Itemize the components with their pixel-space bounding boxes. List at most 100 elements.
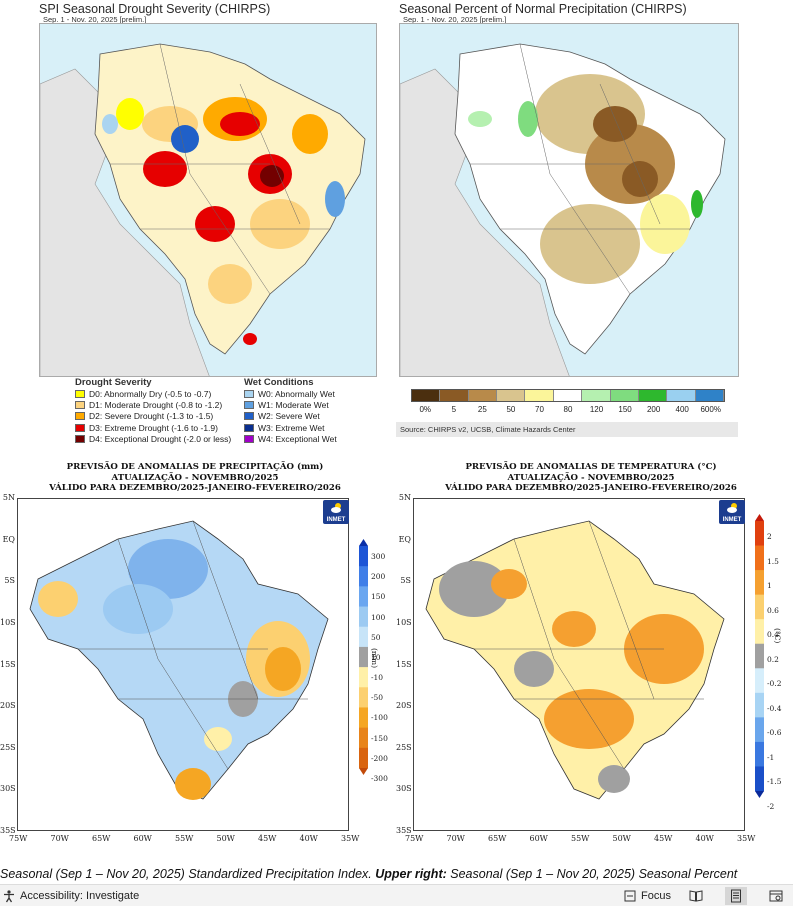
colorbar-segment (755, 766, 764, 792)
focus-label: Focus (641, 889, 671, 902)
lat-tick-label: EQ (398, 534, 411, 544)
percent-normal-panel: Seasonal Percent of Normal Precipitation… (396, 0, 793, 450)
vertical-colorbar-label: 1.5 (767, 556, 779, 566)
wet-swatch (244, 389, 254, 398)
wet-legend-list: W0: Abnormally Wet W1: Moderate Wet W2: Se… (244, 388, 337, 445)
pct-colorbar-cell (497, 390, 526, 401)
pct-colorbar-cell (412, 390, 441, 401)
colorbar-segment (755, 717, 764, 743)
drought-legend-label: D4: Exceptional Drought (-2.0 or less) (89, 434, 232, 445)
vertical-colorbar-label: 0.6 (767, 605, 779, 615)
sun-cloud-icon (727, 503, 737, 513)
colorbar-segment (359, 727, 368, 749)
precip-anomaly-map-svg (29, 520, 329, 800)
temp-unit: (°C) (773, 628, 782, 644)
web-layout-button[interactable] (769, 889, 783, 903)
read-mode-button[interactable] (689, 889, 703, 903)
lon-tick-label: 65W (488, 834, 507, 843)
vertical-colorbar-label: 10 (371, 652, 381, 662)
spi-wet-patches (102, 114, 345, 345)
pct-colorbar-label: 70 (535, 405, 544, 414)
inmet-logo: INMET (323, 500, 349, 524)
temp-colorbar (755, 514, 764, 798)
precip-unit: (mm) (370, 648, 379, 669)
pct-colorbar-label: 25 (477, 405, 487, 414)
colorbar-top-arrow (359, 539, 368, 546)
lon-tick-label: 70W (446, 834, 465, 843)
pct-source: Source: CHIRPS v2, UCSB, Climate Hazards… (396, 422, 738, 437)
vertical-colorbar-label: 100 (371, 612, 386, 622)
pct-colorbar-label: 200 (646, 405, 661, 414)
lon-tick-label: 45W (258, 834, 277, 843)
lon-tick-label: 40W (299, 834, 318, 843)
wet-legend-item: W2: Severe Wet (244, 411, 337, 422)
temp-anomaly-panel: PREVISÃO DE ANOMALIAS DE TEMPERATURA (°C… (396, 458, 793, 866)
drought-swatch (75, 401, 85, 410)
drought-legend-label: D1: Moderate Drought (-0.8 to -1.2) (89, 400, 223, 411)
vertical-colorbar-label: 50 (371, 632, 381, 642)
pct-colorbar-cell (638, 390, 668, 401)
drought-swatch (75, 423, 85, 432)
lat-tick-label: 5S (4, 576, 15, 586)
inmet-logo-text: INMET (326, 517, 346, 523)
colorbar-segment (755, 570, 764, 596)
vertical-colorbar-label: -2 (767, 802, 775, 811)
pct-colorbar-labels: 0% 5 25 50 70 80 120 150 200 400 600% (411, 405, 725, 417)
colorbar-segment (755, 692, 764, 718)
vertical-colorbar-label: -1 (767, 752, 775, 762)
temp-anomaly-title: PREVISÃO DE ANOMALIAS DE TEMPERATURA (°C… (426, 462, 756, 494)
vertical-colorbar-label: 200 (371, 572, 386, 582)
wet-legend-label: W2: Severe Wet (258, 411, 320, 422)
colorbar-segment (359, 606, 368, 628)
colorbar-bottom-arrow (359, 768, 368, 775)
pct-colorbar-label: 0% (419, 405, 432, 414)
colorbar-segment (359, 566, 368, 587)
spi-legend-wet: Wet Conditions W0: Abnormally Wet W1: Mod… (244, 377, 337, 445)
drought-legend-item: D3: Extreme Drought (-1.6 to -1.9) (75, 422, 231, 433)
wet-legend-item: W0: Abnormally Wet (244, 388, 337, 399)
pct-colorbar-label: 50 (506, 405, 516, 414)
vertical-colorbar-label: 150 (371, 592, 386, 602)
colorbar-segment (359, 626, 368, 648)
colorbar-segment (755, 545, 764, 571)
pct-title: Seasonal Percent of Normal Precipitation… (399, 2, 687, 16)
accessibility-button[interactable]: Accessibility: Investigate (2, 889, 139, 903)
precip-title-line2: ATUALIZAÇÃO - NOVEMBRO/2025 (111, 472, 279, 483)
accessibility-icon (4, 889, 14, 902)
spi-map (39, 23, 377, 377)
lon-tick-label: 35W (737, 834, 756, 843)
wet-legend-item: W1: Moderate Wet (244, 399, 337, 410)
pct-colorbar-label: 400 (675, 405, 689, 414)
colorbar-segment (359, 546, 368, 567)
pct-colorbar-cell (582, 390, 611, 401)
lon-tick-label: 50W (216, 834, 235, 843)
precip-anomaly-map-frame (17, 498, 349, 831)
vertical-colorbar-label: 2 (767, 532, 772, 541)
precip-anomaly-panel: PREVISÃO DE ANOMALIAS DE PRECIPITAÇÃO (m… (0, 458, 396, 866)
figure-caption: Seasonal (Sep 1 – Nov 20, 2025) Standard… (0, 867, 793, 881)
precip-title-line1: PREVISÃO DE ANOMALIAS DE PRECIPITAÇÃO (m… (66, 462, 324, 472)
pct-subtitle: Sep. 1 - Nov. 20, 2025 [prelim.] (403, 15, 507, 24)
inmet-logo-text: INMET (722, 517, 742, 523)
focus-button[interactable]: Focus (623, 889, 671, 903)
colorbar-segment (359, 747, 368, 769)
vertical-colorbar-label: 0.2 (767, 654, 779, 664)
pct-colorbar: 0% 5 25 50 70 80 120 150 200 400 600% (411, 389, 725, 417)
pct-colorbar-cell (440, 390, 469, 401)
caption-part2: Seasonal (Sep 1 – Nov 20, 2025) Seasonal… (446, 867, 738, 881)
temp-title-line2: ATUALIZAÇÃO - NOVEMBRO/2025 (507, 472, 675, 483)
page-icon (731, 889, 741, 902)
pct-colorbar-label: 600% (700, 405, 721, 414)
print-layout-button[interactable] (725, 886, 747, 905)
temp-anomaly-map-svg (425, 520, 725, 800)
spi-title: SPI Seasonal Drought Severity (CHIRPS) (39, 2, 271, 16)
lon-tick-label: 50W (612, 834, 631, 843)
vertical-colorbar-svg (359, 539, 368, 775)
vertical-colorbar-label: 0.4 (767, 630, 779, 640)
vertical-colorbar-label: -0.2 (767, 679, 782, 689)
spi-subtitle: Sep. 1 - Nov. 20, 2025 [prelim.] (43, 15, 147, 24)
vertical-colorbar-label: -0.6 (767, 728, 782, 738)
wet-swatch (244, 435, 254, 444)
lat-tick-label: 30S (0, 784, 16, 794)
wet-legend-item: W3: Extreme Wet (244, 422, 337, 433)
